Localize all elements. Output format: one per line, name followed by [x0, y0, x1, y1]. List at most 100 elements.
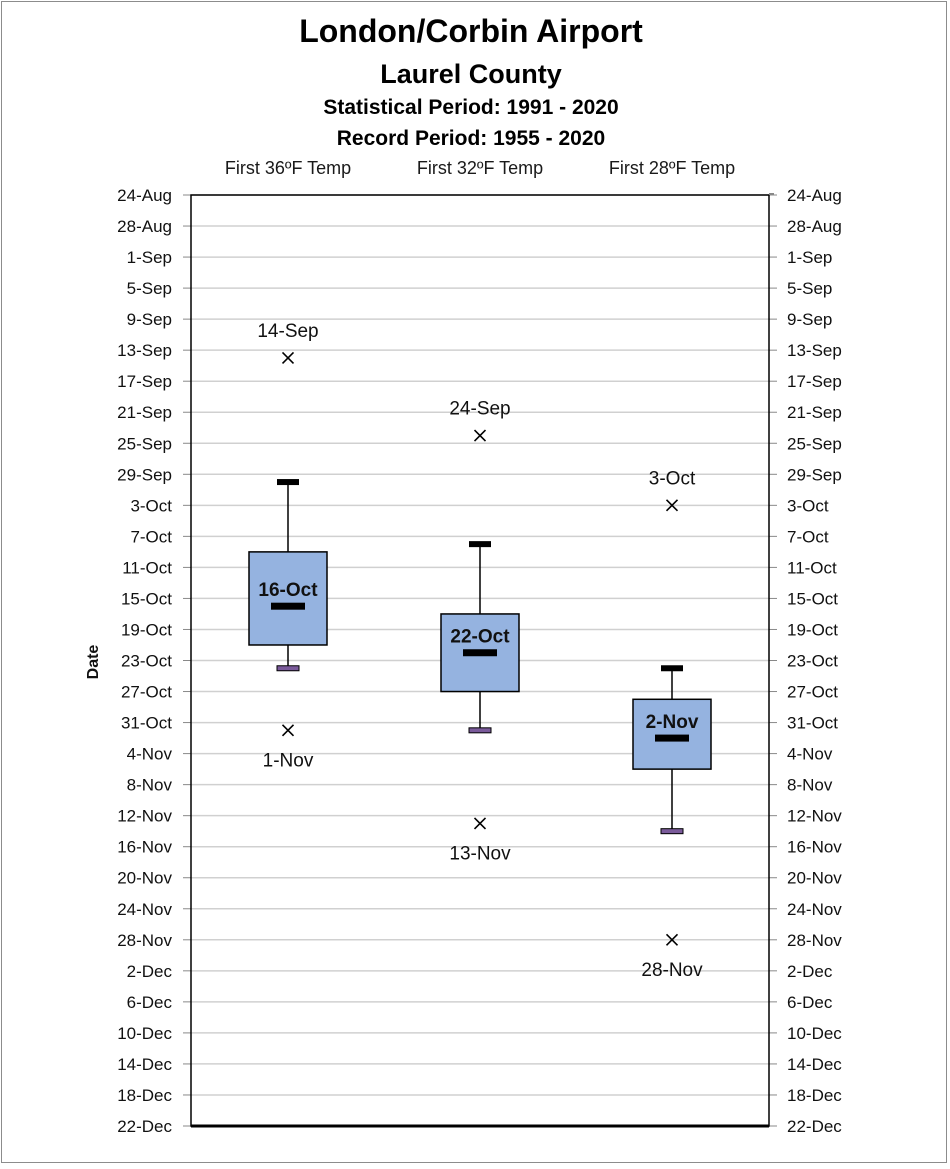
- y-tick-label: 8-Nov: [787, 776, 833, 795]
- y-tick-label: 4-Nov: [127, 745, 173, 764]
- y-tick-label: 22-Dec: [787, 1117, 842, 1136]
- y-tick-label: 12-Nov: [787, 807, 842, 826]
- series-headers: First 36ºF Temp First 32ºF Temp First 28ºF…: [225, 158, 735, 178]
- y-tick-label: 11-Oct: [787, 558, 837, 577]
- y-tick-label: 14-Dec: [117, 1055, 172, 1074]
- y-tick-label: 21-Sep: [117, 403, 172, 422]
- box-group: 16-Oct 14-Sep 1-Nov: [248, 321, 328, 771]
- y-tick-label: 27-Oct: [121, 683, 172, 702]
- y-tick-label: 13-Sep: [787, 341, 842, 360]
- y-tick-label: 12-Nov: [117, 807, 172, 826]
- y-tick-label: 21-Sep: [787, 403, 842, 422]
- y-tick-label: 8-Nov: [127, 776, 173, 795]
- y-tick-label: 6-Dec: [787, 993, 833, 1012]
- y-tick-label: 31-Oct: [121, 714, 172, 733]
- series-header: First 36ºF Temp: [225, 158, 351, 178]
- record-earliest-marker: [665, 499, 679, 512]
- y-tick-label: 4-Nov: [787, 745, 833, 764]
- y-tick-label: 14-Dec: [787, 1055, 842, 1074]
- record-earliest-label: 14-Sep: [257, 321, 318, 342]
- y-tick-label: 18-Dec: [117, 1086, 172, 1105]
- y-tick-label: 17-Sep: [117, 372, 172, 391]
- y-tick-label: 7-Oct: [130, 527, 172, 546]
- median-marker: [463, 649, 497, 657]
- y-tick-labels-left: 24-Aug 28-Aug 1-Sep 5-Sep 9-Sep 13-Sep 17-Sep 2…: [117, 186, 172, 1136]
- median-label: 16-Oct: [258, 580, 318, 601]
- y-tick-label: 24-Nov: [787, 900, 842, 919]
- y-tick-label: 7-Oct: [787, 527, 829, 546]
- y-tick-label: 25-Sep: [117, 434, 172, 453]
- record-latest-label: 13-Nov: [449, 843, 511, 864]
- whisker-cap-late: [660, 828, 684, 835]
- record-latest-marker: [665, 933, 679, 946]
- y-tick-label: 16-Nov: [117, 838, 172, 857]
- chart-subtitle: Laurel County: [380, 59, 562, 89]
- y-tick-label: 13-Sep: [117, 341, 172, 360]
- median-label: 2-Nov: [646, 712, 699, 733]
- y-tick-label: 24-Aug: [787, 186, 842, 205]
- y-tick-label: 15-Oct: [121, 589, 172, 608]
- whisker-cap-early: [661, 665, 683, 672]
- y-tick-label: 19-Oct: [121, 620, 172, 639]
- record-earliest-marker: [473, 429, 487, 442]
- record-earliest-marker: [281, 351, 295, 364]
- record-latest-label: 1-Nov: [263, 750, 314, 771]
- iqr-box: [632, 698, 712, 770]
- y-tick-label: 27-Oct: [787, 683, 838, 702]
- y-tick-label: 10-Dec: [117, 1024, 172, 1043]
- whisker-cap-late: [468, 727, 492, 734]
- y-tick-label: 6-Dec: [127, 993, 173, 1012]
- y-tick-label: 9-Sep: [787, 310, 832, 329]
- y-axis-label: Date: [85, 645, 102, 680]
- record-latest-marker: [281, 724, 295, 737]
- y-tick-label: 23-Oct: [787, 652, 838, 671]
- y-tick-label: 5-Sep: [787, 279, 832, 298]
- series-header: First 32ºF Temp: [417, 158, 543, 178]
- box-group: 22-Oct 24-Sep 13-Nov: [440, 399, 520, 864]
- chart-title: London/Corbin Airport: [299, 13, 643, 49]
- record-earliest-label: 3-Oct: [649, 468, 696, 489]
- y-tick-label: 3-Oct: [130, 496, 172, 515]
- record-latest-label: 28-Nov: [641, 960, 703, 981]
- y-tick-label: 28-Nov: [117, 931, 172, 950]
- y-tick-labels-right: 24-Aug 28-Aug 1-Sep 5-Sep 9-Sep 13-Sep 17-Sep 2…: [787, 186, 842, 1136]
- statistical-period: Statistical Period: 1991 - 2020: [323, 96, 618, 119]
- y-tick-label: 29-Sep: [787, 465, 842, 484]
- whisker-cap-early: [277, 479, 299, 486]
- y-tick-label: 15-Oct: [787, 589, 838, 608]
- y-tick-label: 5-Sep: [127, 279, 172, 298]
- median-label: 22-Oct: [450, 627, 510, 648]
- y-tick-label: 17-Sep: [787, 372, 842, 391]
- boxes: 16-Oct 14-Sep 1-Nov 22-Oct 24-Sep 13-Nov 2-Nov…: [248, 321, 712, 981]
- y-tick-label: 2-Dec: [127, 962, 173, 981]
- y-tick-label: 22-Dec: [117, 1117, 172, 1136]
- y-tick-label: 1-Sep: [127, 248, 172, 267]
- whisker-cap-early: [469, 541, 491, 548]
- y-tick-label: 23-Oct: [121, 652, 172, 671]
- y-tick-label: 31-Oct: [787, 714, 838, 733]
- y-tick-label: 19-Oct: [787, 620, 838, 639]
- y-tick-label: 28-Aug: [117, 217, 172, 236]
- median-marker: [271, 602, 305, 610]
- record-latest-marker: [473, 817, 487, 830]
- y-tick-label: 20-Nov: [787, 869, 842, 888]
- y-tick-label: 24-Nov: [117, 900, 172, 919]
- y-tick-label: 2-Dec: [787, 962, 833, 981]
- box-group: 2-Nov 3-Oct 28-Nov: [632, 468, 712, 981]
- iqr-box: [248, 551, 328, 646]
- y-tick-label: 10-Dec: [787, 1024, 842, 1043]
- y-tick-label: 28-Nov: [787, 931, 842, 950]
- y-tick-label: 1-Sep: [787, 248, 832, 267]
- y-tick-label: 16-Nov: [787, 838, 842, 857]
- y-tick-label: 25-Sep: [787, 434, 842, 453]
- whisker-cap-late: [276, 665, 300, 672]
- record-earliest-label: 24-Sep: [449, 399, 510, 420]
- y-tick-label: 11-Oct: [122, 558, 172, 577]
- record-period: Record Period: 1955 - 2020: [337, 127, 605, 150]
- y-tick-label: 3-Oct: [787, 496, 829, 515]
- y-tick-label: 18-Dec: [787, 1086, 842, 1105]
- median-marker: [655, 734, 689, 742]
- y-tick-label: 24-Aug: [117, 186, 172, 205]
